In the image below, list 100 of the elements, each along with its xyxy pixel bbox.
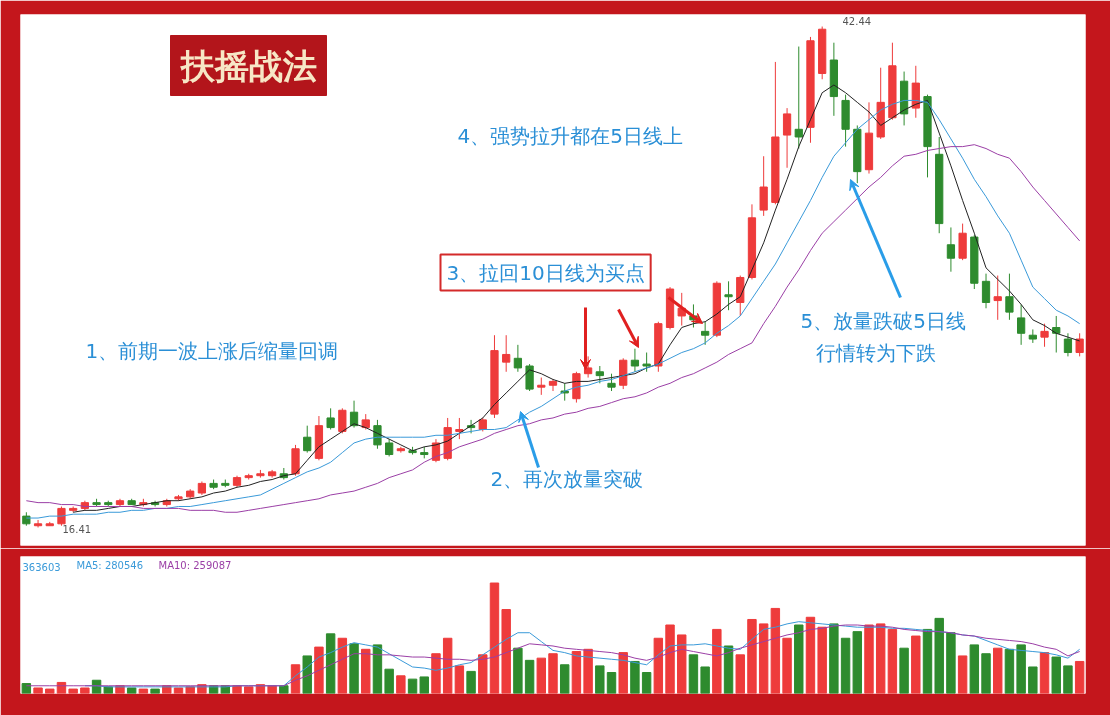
annotation: 1、前期一波上涨后缩量回调 [85, 338, 339, 363]
bar [384, 668, 394, 694]
bar [524, 659, 535, 694]
bar [1016, 644, 1026, 694]
bar [957, 655, 968, 694]
candlestick [701, 321, 710, 346]
bar [864, 624, 874, 694]
candlestick [326, 407, 335, 431]
bar [454, 665, 465, 694]
bar [969, 644, 980, 694]
bar [794, 624, 804, 694]
candlestick [759, 155, 768, 217]
candlestick [1040, 323, 1049, 348]
bar [735, 654, 745, 694]
bar [922, 628, 933, 694]
bar [829, 623, 839, 694]
bar [934, 617, 944, 694]
candlestick [1063, 332, 1073, 357]
text: MA5: 280546 [76, 559, 144, 571]
text: 363603 [22, 561, 61, 573]
bar [1074, 660, 1085, 694]
annotation: 5、放量跌破5日线 [800, 308, 966, 333]
bar [688, 654, 699, 694]
bar [852, 631, 862, 694]
bar [887, 628, 898, 694]
bar [279, 685, 289, 694]
bar [723, 645, 734, 694]
bar [45, 688, 55, 694]
bar [33, 687, 43, 694]
bar [501, 609, 511, 694]
bar [911, 635, 921, 694]
bar [712, 628, 722, 694]
bar [478, 654, 488, 694]
candlestick [525, 363, 534, 392]
bar [267, 685, 277, 694]
bar [700, 666, 710, 694]
bar [782, 637, 792, 694]
candlestick [993, 275, 1002, 321]
bar [80, 687, 90, 694]
annotation: 16.41 [62, 523, 92, 535]
candlestick [1052, 315, 1061, 354]
bar [407, 678, 418, 694]
bar [641, 672, 652, 694]
bar [817, 626, 827, 694]
bar [68, 688, 78, 694]
bar [361, 648, 371, 694]
bar [981, 653, 991, 694]
bar [747, 618, 757, 694]
annotation: 4、强势拉升都在5日线上 [457, 123, 683, 148]
bar [466, 670, 476, 694]
bar [946, 632, 956, 694]
text: 42.44 [842, 15, 872, 27]
bar [396, 675, 406, 694]
candlestick [1017, 303, 1026, 346]
bar [618, 652, 628, 694]
bar [677, 634, 687, 694]
bar [571, 651, 582, 694]
bar [665, 624, 675, 694]
candlestick [642, 352, 651, 373]
bar [875, 623, 886, 694]
bar [1063, 665, 1073, 694]
bar [840, 637, 851, 694]
bar [993, 647, 1003, 694]
bar [1028, 666, 1038, 694]
candlestick [724, 280, 733, 311]
bar [21, 683, 32, 694]
annotation: 2、再次放量突破 [490, 466, 644, 491]
candlestick [513, 344, 523, 373]
bar [302, 655, 312, 694]
annotation: 行情转为下跌 [815, 340, 936, 365]
candlestick [338, 407, 347, 434]
candlestick [57, 505, 66, 527]
bar [899, 647, 909, 694]
bar [138, 688, 149, 694]
text: 扶摇战法 [179, 45, 317, 86]
bar [630, 660, 640, 694]
candlestick [630, 348, 640, 373]
candlestick [782, 107, 792, 169]
text: MA10: 259087 [158, 559, 232, 571]
candlestick [981, 273, 991, 309]
candlestick [303, 425, 312, 454]
bar [595, 665, 605, 694]
candlestick [502, 334, 511, 373]
annotation: 3、拉回10日线为买点 [446, 260, 645, 285]
bar [653, 637, 664, 694]
bar [325, 633, 336, 694]
bar [805, 616, 816, 694]
bar [513, 647, 523, 694]
bar [583, 648, 593, 694]
bar [372, 644, 383, 694]
candlestick [548, 378, 558, 392]
bar [150, 688, 160, 694]
bar [606, 672, 617, 694]
bar [559, 664, 570, 694]
candlestick [1005, 273, 1014, 321]
bar [431, 653, 441, 694]
bar [314, 646, 324, 694]
bar [489, 582, 500, 694]
bar [1004, 648, 1015, 694]
bar [244, 686, 254, 694]
